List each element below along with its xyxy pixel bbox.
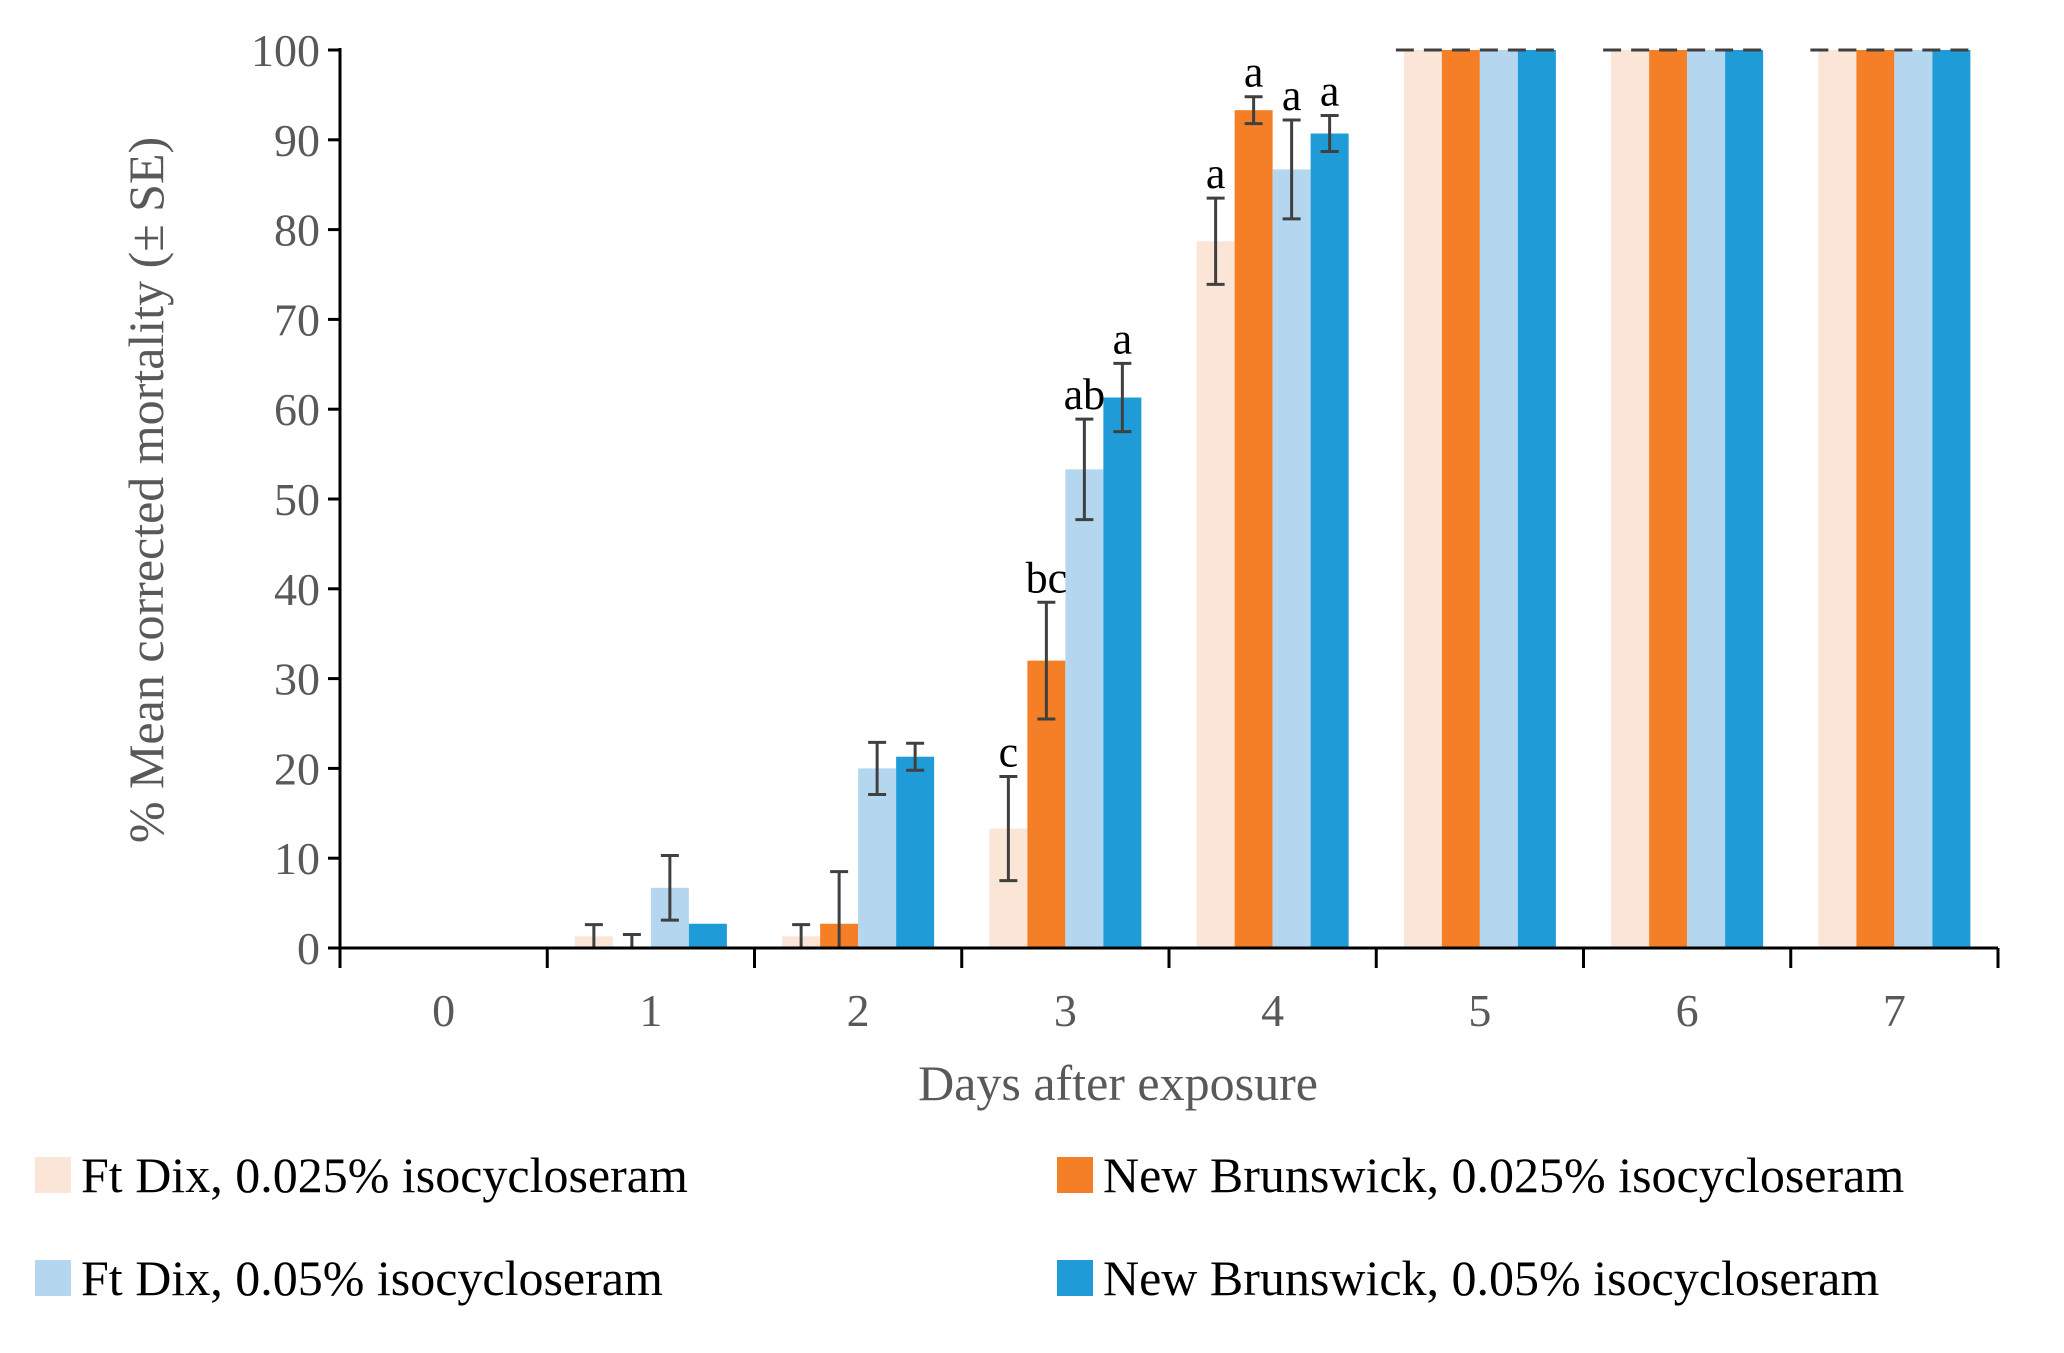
legend-swatch: [1057, 1157, 1093, 1193]
bar: [896, 756, 935, 948]
y-tick-label: 60: [274, 384, 320, 435]
x-tick-label: 0: [432, 985, 455, 1036]
bar: [1725, 50, 1764, 948]
legend: Ft Dix, 0.025% isocycloseram New Brunswic…: [35, 1147, 1904, 1306]
y-tick-label: 20: [274, 743, 320, 794]
bar: [1403, 50, 1442, 948]
significance-label: c: [999, 727, 1019, 776]
bar: [1272, 169, 1311, 948]
x-tick-label: 4: [1261, 985, 1284, 1036]
legend-swatch: [1057, 1260, 1093, 1296]
x-tick-label: 6: [1676, 985, 1699, 1036]
bar: [1649, 50, 1688, 948]
significance-label: a: [1320, 67, 1340, 116]
significance-label: ab: [1064, 370, 1106, 419]
bar: [1856, 50, 1895, 948]
bar: [1687, 50, 1726, 948]
legend-label: New Brunswick, 0.05% isocycloseram: [1103, 1250, 1879, 1306]
bar: [1441, 50, 1480, 948]
bar: [1310, 133, 1349, 948]
significance-label: a: [1244, 48, 1264, 97]
x-tick-label: 2: [847, 985, 870, 1036]
y-tick-label: 70: [274, 294, 320, 345]
bar: [1818, 50, 1857, 948]
significance-label: a: [1113, 314, 1133, 363]
y-tick-label: 40: [274, 564, 320, 615]
bar: [1932, 50, 1971, 948]
bar: [1065, 469, 1104, 948]
legend-label: Ft Dix, 0.05% isocycloseram: [81, 1250, 663, 1306]
y-tick-label: 90: [274, 115, 320, 166]
y-tick-label: 80: [274, 205, 320, 256]
legend-swatch: [35, 1260, 71, 1296]
legend-label: New Brunswick, 0.025% isocycloseram: [1103, 1147, 1904, 1203]
bars-layer: [574, 50, 1971, 949]
significance-label: bc: [1026, 553, 1068, 602]
y-tick-label: 10: [274, 833, 320, 884]
bar: [1479, 50, 1518, 948]
y-tick-label: 0: [297, 923, 320, 974]
x-tick-label: 7: [1883, 985, 1906, 1036]
significance-label: a: [1282, 71, 1302, 120]
y-tick-label: 100: [251, 25, 320, 76]
bar: [1234, 110, 1273, 948]
x-axis-title: Days after exposure: [918, 1055, 1318, 1111]
axes: 0 10 20 30 40 50 60 70 80 90 100 0 1 2 3 4 5 6 7: [251, 25, 2000, 1036]
significance-label: a: [1206, 149, 1226, 198]
bar: [1611, 50, 1650, 948]
legend-swatch: [35, 1157, 71, 1193]
bar: [1894, 50, 1933, 948]
x-tick-label: 5: [1468, 985, 1491, 1036]
x-tick-label: 3: [1054, 985, 1077, 1036]
x-tick-label: 1: [639, 985, 662, 1036]
y-axis-title: % Mean corrected mortality (± SE): [118, 137, 174, 843]
bar: [858, 768, 897, 948]
y-tick-label: 30: [274, 654, 320, 705]
bar: [1517, 50, 1556, 948]
bar: [688, 923, 727, 948]
bar: [1196, 241, 1235, 949]
legend-label: Ft Dix, 0.025% isocycloseram: [81, 1147, 688, 1203]
y-tick-label: 50: [274, 474, 320, 525]
bar: [1103, 397, 1142, 948]
